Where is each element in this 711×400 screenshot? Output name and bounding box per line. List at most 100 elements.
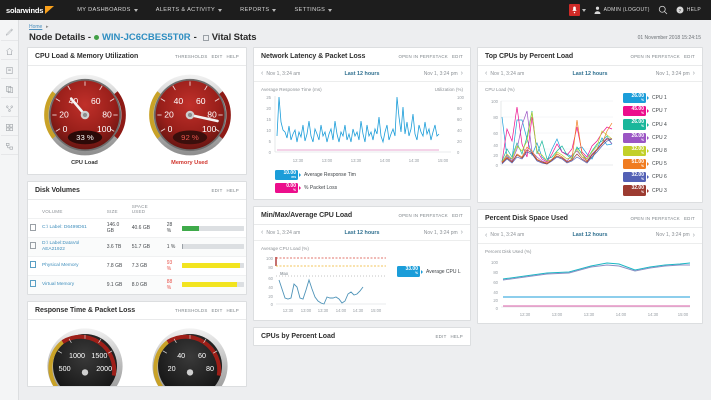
svg-text:25: 25 xyxy=(266,95,271,100)
node-name-link[interactable]: WIN-JC6CBES5T0R xyxy=(101,32,191,43)
range-label[interactable]: Last 12 hours xyxy=(344,70,380,77)
volume-pct: 93 % xyxy=(164,255,180,276)
rail-item-nodes-tree[interactable] xyxy=(0,138,18,155)
card-actions: OPEN IN PERFSTACK EDIT xyxy=(398,213,463,218)
legend-label: CPU 7 xyxy=(652,108,667,115)
edit-link[interactable]: EDIT xyxy=(211,307,223,313)
legend-unit: % xyxy=(641,111,644,116)
edit-link[interactable]: EDIT xyxy=(435,334,447,340)
next-range-button[interactable]: Nov 1, 3:24 pm › xyxy=(424,229,463,236)
volume-link[interactable]: C:\ Label: D6499D61 xyxy=(42,225,87,230)
next-range-button[interactable]: Nov 1, 3:24 pm › xyxy=(656,232,695,239)
svg-text:100: 100 xyxy=(457,95,465,100)
legend-item[interactable]: 45.00 % CPU 7 xyxy=(623,106,667,117)
usage-bar xyxy=(181,225,244,231)
legend-item[interactable]: 10.00 ms Average Response Tim xyxy=(275,170,463,181)
table-row[interactable]: Virtual Memory 9.1 GB 8.0 GB 88 % xyxy=(28,274,246,294)
prev-range-button[interactable]: ‹ Nov 1, 3:24 am xyxy=(261,229,300,236)
help-link[interactable]: HELP xyxy=(226,54,239,59)
card-response-time-packet-loss: Response Time & Packet Loss THRESHOLDS E… xyxy=(27,300,247,387)
legend-item[interactable]: 26.00 % CPU 4 xyxy=(623,119,667,130)
legend-chip-cpu-3: 32.00 % xyxy=(623,185,646,196)
edit-link[interactable]: EDIT xyxy=(451,213,463,219)
edit-link[interactable]: EDIT xyxy=(211,54,223,59)
range-label[interactable]: Last 12 hours xyxy=(344,229,380,236)
table-row[interactable]: C:\ Label: D6499D61 146.0 GB 40.6 GB 28 … xyxy=(28,218,246,238)
next-range-button[interactable]: Nov 1, 3:24 pm › xyxy=(656,70,695,77)
usage-bar-fill xyxy=(181,244,184,250)
rail-item-pencil-edit[interactable] xyxy=(0,24,18,41)
chevron-left-icon: ‹ xyxy=(261,229,264,237)
brand-logo[interactable]: solarwinds xyxy=(6,6,55,15)
gauge-group: 40 60 20 80 0 100 33 % CPU Load xyxy=(28,66,246,174)
legend-item[interactable]: 51.00 % CPU 5 xyxy=(623,159,667,170)
range-end: Nov 1, 3:24 pm xyxy=(655,70,690,77)
next-range-button[interactable]: Nov 1, 3:24 pm › xyxy=(424,70,463,77)
network-map-icon xyxy=(5,105,13,112)
nav-item-alerts-activity[interactable]: ALERTS & ACTIVITY xyxy=(147,0,231,20)
search-icon[interactable] xyxy=(658,5,668,15)
rail-item-network-map[interactable] xyxy=(0,100,18,117)
edit-link[interactable]: EDIT xyxy=(211,188,223,193)
open-in-perfstack-link[interactable]: OPEN IN PERFSTACK xyxy=(398,54,448,59)
svg-text:40: 40 xyxy=(177,351,185,360)
nav-label: SETTINGS xyxy=(294,7,326,13)
volume-link[interactable]: Physical Memory xyxy=(42,262,79,268)
legend-item[interactable]: 32.00 % CPU 6 xyxy=(623,172,667,183)
user-menu[interactable]: ADMIN (LOGOUT) xyxy=(594,6,650,14)
range-label[interactable]: Last 12 hours xyxy=(572,70,608,77)
gauge-response-time: 1000 1500 500 2000 xyxy=(45,326,125,386)
breadcrumb-home[interactable]: Home xyxy=(29,24,43,30)
chevron-right-icon: › xyxy=(460,70,463,77)
svg-text:80: 80 xyxy=(268,265,273,270)
edit-link[interactable]: EDIT xyxy=(683,54,695,59)
open-in-perfstack-link[interactable]: OPEN IN PERFSTACK xyxy=(398,213,448,219)
legend-item[interactable]: 26.00 % CPU 2 xyxy=(623,132,667,143)
range-label[interactable]: Last 12 hours xyxy=(572,232,608,239)
nav-item-settings[interactable]: SETTINGS xyxy=(285,0,341,20)
edit-link[interactable]: EDIT xyxy=(683,215,695,221)
table-row[interactable]: Physical Memory 7.8 GB 7.3 GB 93 % xyxy=(28,255,246,276)
volume-used: 40.6 GB xyxy=(129,218,165,238)
svg-text:14:00: 14:00 xyxy=(380,158,391,163)
card-cpus-by-percent-load: CPUs by Percent Load EDIT HELP xyxy=(253,327,471,347)
edit-link[interactable]: EDIT xyxy=(451,54,463,59)
open-in-perfstack-link[interactable]: OPEN IN PERFSTACK xyxy=(630,215,680,221)
nav-item-reports[interactable]: REPORTS xyxy=(231,0,285,20)
help-link[interactable]: HELP xyxy=(226,307,239,313)
help-link[interactable]: HELP xyxy=(450,334,463,340)
rail-item-layout-grid[interactable] xyxy=(0,119,18,136)
svg-text:13:30: 13:30 xyxy=(318,308,329,313)
thresholds-link[interactable]: THRESHOLDS xyxy=(174,54,208,59)
page-timestamp: 01 November 2018 15:24:15 xyxy=(637,34,701,41)
volume-link[interactable]: D:\ Label:DataVol AEA21922 xyxy=(42,241,80,252)
help-link[interactable]: HELP xyxy=(226,188,239,193)
volume-link[interactable]: Virtual Memory xyxy=(42,281,75,287)
rail-item-document[interactable] xyxy=(0,62,18,79)
nav-label: REPORTS xyxy=(240,7,270,13)
legend-item[interactable]: 0.00 % % Packet Loss xyxy=(275,183,463,194)
legend-unit: % xyxy=(415,271,418,276)
breadcrumb-separator: ▸ xyxy=(46,24,49,30)
legend-item[interactable]: 33.00 % Average CPU L xyxy=(397,266,461,277)
legend-item[interactable]: 32.00 % CPU 3 xyxy=(623,185,667,196)
table-row[interactable]: D:\ Label:DataVol AEA21922 3.6 TB 51.7 G… xyxy=(28,237,246,257)
alerts-button[interactable] xyxy=(568,4,586,16)
svg-text:60: 60 xyxy=(268,276,273,281)
rail-item-home[interactable] xyxy=(0,43,18,60)
help-button[interactable]: ? HELP xyxy=(676,6,701,14)
prev-range-button[interactable]: ‹ Nov 1, 3:24 am xyxy=(485,70,524,77)
rail-item-copy-pages[interactable] xyxy=(0,81,18,98)
legend-item[interactable]: 26.00 % CPU 1 xyxy=(623,93,667,104)
svg-text:40: 40 xyxy=(173,96,183,106)
thresholds-link[interactable]: THRESHOLDS xyxy=(174,307,208,313)
card-top-cpus-by-percent-load: Top CPUs by Percent Load OPEN IN PERFSTA… xyxy=(477,47,703,203)
prev-range-button[interactable]: ‹ Nov 1, 3:24 am xyxy=(261,70,300,77)
nav-item-my-dashboards[interactable]: MY DASHBOARDS xyxy=(68,0,147,20)
svg-text:14:30: 14:30 xyxy=(409,158,420,163)
prev-range-button[interactable]: ‹ Nov 1, 3:24 am xyxy=(485,232,524,239)
svg-text:100: 100 xyxy=(266,256,274,261)
legend-item[interactable]: 32.00 % CPU 8 xyxy=(623,145,667,157)
usage-bar xyxy=(181,282,244,288)
open-in-perfstack-link[interactable]: OPEN IN PERFSTACK xyxy=(630,54,680,59)
